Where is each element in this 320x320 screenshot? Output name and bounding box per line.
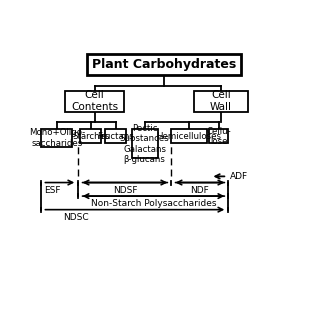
Text: Fructans: Fructans [97,132,134,141]
FancyBboxPatch shape [87,54,241,75]
Text: NDSF: NDSF [113,186,137,195]
FancyBboxPatch shape [105,129,126,143]
Text: Non-Starch Polysaccharides: Non-Starch Polysaccharides [91,199,216,208]
Text: Cellu-
lose: Cellu- lose [206,126,231,146]
Text: Starches: Starches [72,132,109,141]
Text: Cell
Wall: Cell Wall [210,91,232,112]
Text: Mono+Oligo-
saccharides: Mono+Oligo- saccharides [29,129,85,148]
FancyBboxPatch shape [65,91,124,112]
Text: NDSC: NDSC [63,213,89,222]
FancyBboxPatch shape [41,129,72,147]
Text: ADF: ADF [230,172,248,181]
FancyBboxPatch shape [132,129,158,158]
FancyBboxPatch shape [209,129,228,143]
Text: Plant Carbohydrates: Plant Carbohydrates [92,58,236,71]
Text: NDF: NDF [191,186,209,195]
Text: Pectic
Substances
Galactans
β-glucans: Pectic Substances Galactans β-glucans [120,124,170,164]
FancyBboxPatch shape [80,129,101,143]
FancyBboxPatch shape [194,91,248,112]
FancyBboxPatch shape [171,129,207,143]
Text: Hemicelluloses: Hemicelluloses [156,132,221,141]
Text: Cell
Contents: Cell Contents [71,91,118,112]
Text: ESF: ESF [44,186,60,195]
